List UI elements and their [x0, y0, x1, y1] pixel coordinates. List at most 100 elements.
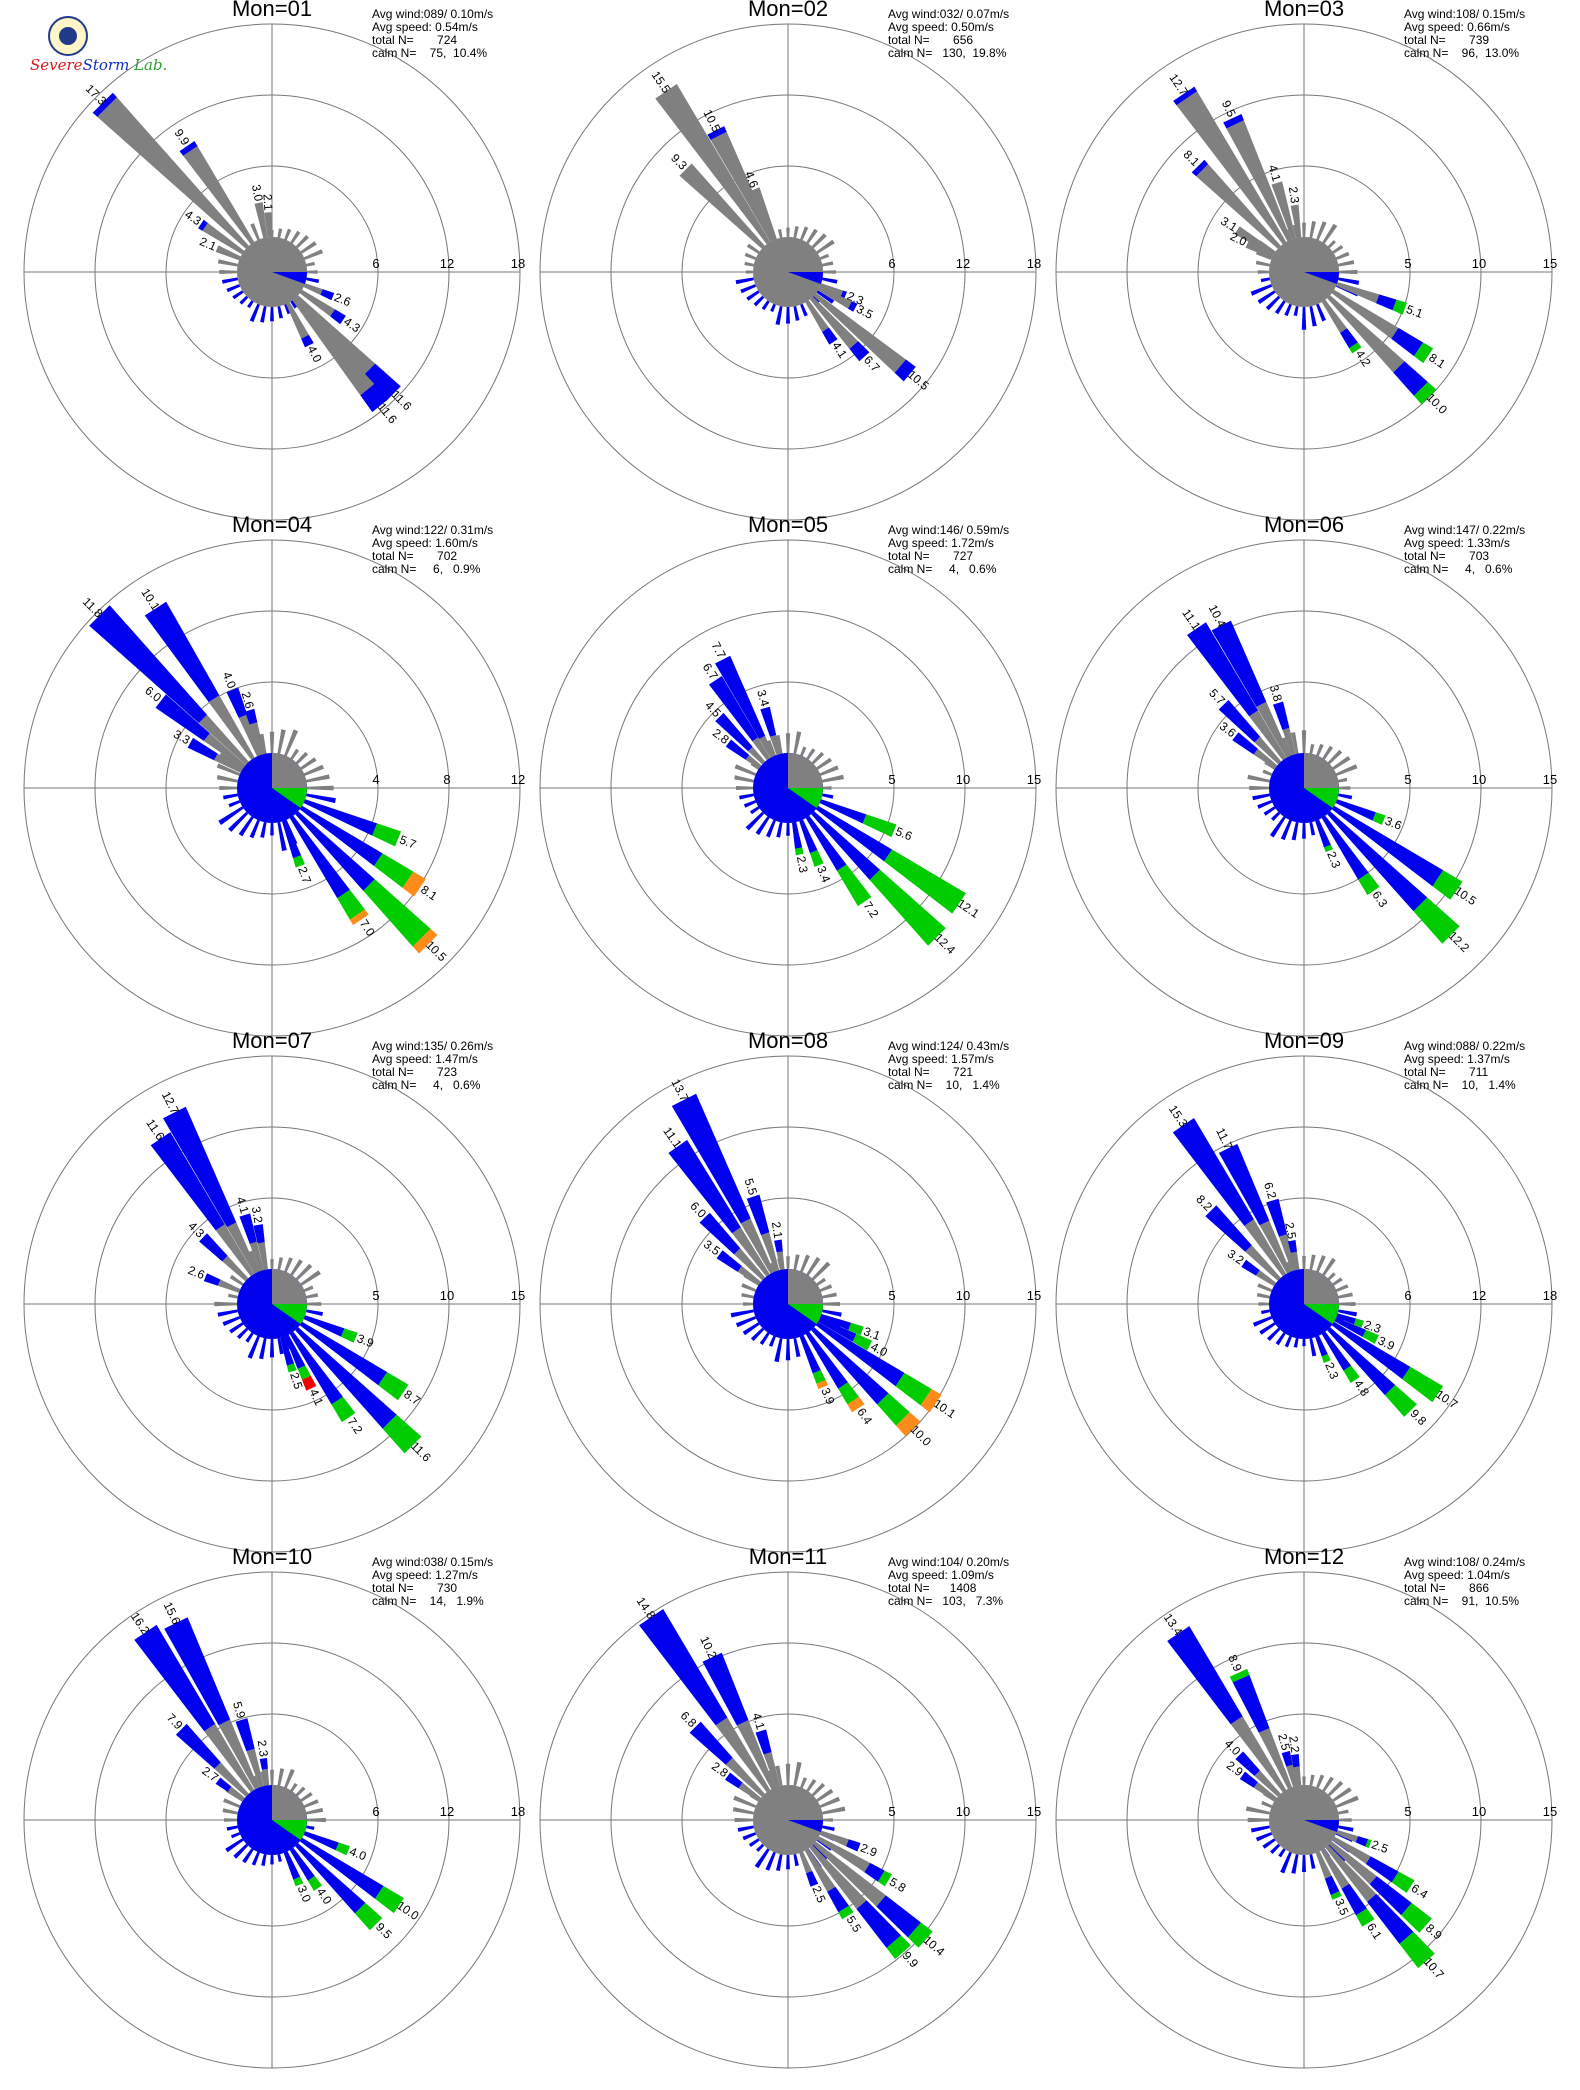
petal-bar	[1290, 204, 1302, 238]
minor-petal	[226, 1825, 238, 1831]
petal-bar	[1167, 1626, 1243, 1725]
petal-bar	[1173, 86, 1198, 106]
minor-petal	[793, 306, 800, 321]
petal-bar	[856, 1900, 901, 1948]
minor-petal	[761, 300, 770, 311]
petal-label: 2.3	[1286, 186, 1302, 205]
petal-bar	[679, 163, 765, 249]
petal-bar	[295, 295, 376, 376]
minor-petal	[249, 303, 260, 322]
stat-avg-speed: Avg speed: 1.09m/s	[888, 1568, 994, 1582]
minor-petal	[1265, 295, 1281, 311]
petal-bar	[261, 1768, 270, 1786]
minor-petal	[1260, 277, 1270, 283]
stat-avg-wind: Avg wind:108/ 0.15m/s	[1404, 7, 1525, 21]
minor-petal	[295, 235, 309, 249]
minor-petal	[800, 746, 807, 757]
minor-petal	[1249, 785, 1269, 791]
ring-label: 10	[956, 772, 970, 787]
petal-bar	[1234, 226, 1276, 256]
minor-petal	[260, 306, 267, 323]
minor-petal	[228, 800, 241, 808]
petal-label: 3.8	[1267, 683, 1285, 703]
minor-petal	[247, 300, 254, 309]
stat-avg-speed: Avg speed: 0.50m/s	[888, 20, 994, 34]
minor-petal	[224, 1818, 237, 1822]
minor-petal	[1338, 1309, 1357, 1317]
minor-petal	[218, 806, 244, 825]
minor-petal	[269, 1339, 275, 1358]
minor-petal	[300, 757, 317, 770]
minor-petal	[232, 290, 244, 300]
minor-petal	[229, 1274, 244, 1286]
ring-label: 5	[888, 772, 895, 787]
minor-petal	[1281, 737, 1292, 757]
chart-title: Mon=03	[1264, 0, 1344, 21]
minor-petal	[295, 751, 309, 765]
petal-bar	[745, 755, 762, 769]
minor-petal	[1255, 260, 1270, 267]
petal-bar	[227, 1786, 245, 1802]
petal-bar	[226, 1222, 258, 1274]
ring-label: 15	[1543, 772, 1557, 787]
petal-bar	[203, 733, 246, 769]
petal-bar	[1223, 114, 1244, 129]
stat-total-n: total N= 702	[372, 549, 457, 563]
petal-label: 3.4	[754, 688, 772, 708]
ring-label: 6	[1404, 1288, 1411, 1303]
stat-calm-n: calm N= 4, 0.6%	[888, 562, 997, 576]
minor-petal	[1257, 290, 1276, 304]
petal-bar	[1187, 622, 1259, 717]
petal-bar	[215, 245, 241, 261]
petal-bar	[1358, 872, 1380, 896]
petal-bar	[238, 714, 261, 757]
minor-petal	[786, 227, 790, 237]
ring-label: 18	[511, 256, 525, 271]
petal-bar	[715, 712, 753, 752]
petal-label: 2.1	[769, 1221, 785, 1240]
petal-bar	[1349, 342, 1362, 354]
petal-bar	[819, 283, 844, 297]
minor-petal	[1309, 306, 1317, 327]
minor-petal	[742, 1832, 757, 1841]
minor-petal	[306, 1309, 323, 1316]
stat-avg-speed: Avg speed: 1.60m/s	[372, 536, 478, 550]
minor-petal	[245, 1332, 254, 1343]
minor-petal	[216, 763, 241, 776]
petal-label: 4.0	[868, 1339, 890, 1359]
petal-bar	[716, 1250, 742, 1272]
petal-bar	[199, 1233, 228, 1262]
minor-petal	[222, 277, 238, 284]
minor-petal	[1327, 1843, 1347, 1863]
ring-label: 15	[1027, 1288, 1041, 1303]
petal-bar	[1205, 1205, 1252, 1252]
petal-label: 5.7	[397, 832, 418, 851]
minor-petal	[1339, 1302, 1356, 1306]
stat-avg-speed: Avg speed: 1.33m/s	[1404, 536, 1510, 550]
petal-label: 4.1	[749, 1711, 767, 1731]
minor-petal	[1327, 749, 1343, 765]
minor-petal	[733, 1795, 757, 1808]
minor-petal	[1250, 284, 1273, 296]
minor-petal	[746, 290, 760, 301]
petal-bar	[144, 601, 220, 703]
petal-bar	[378, 1372, 409, 1401]
minor-petal	[269, 731, 275, 753]
ring-label: 10	[1472, 1804, 1486, 1819]
minor-petal	[1316, 743, 1324, 757]
minor-petal	[307, 270, 318, 274]
petal-label: 2.3	[1324, 849, 1343, 870]
minor-petal	[249, 819, 260, 839]
ring-label: 6	[372, 1804, 379, 1819]
minor-petal	[770, 303, 776, 312]
petal-bar	[1355, 1836, 1369, 1847]
minor-petal	[746, 243, 760, 254]
minor-petal	[270, 1769, 274, 1785]
petal-bar	[363, 363, 401, 401]
minor-petal	[270, 307, 274, 322]
stat-avg-speed: Avg speed: 1.57m/s	[888, 1052, 994, 1066]
minor-petal	[306, 1293, 319, 1299]
minor-petal	[1301, 307, 1307, 330]
